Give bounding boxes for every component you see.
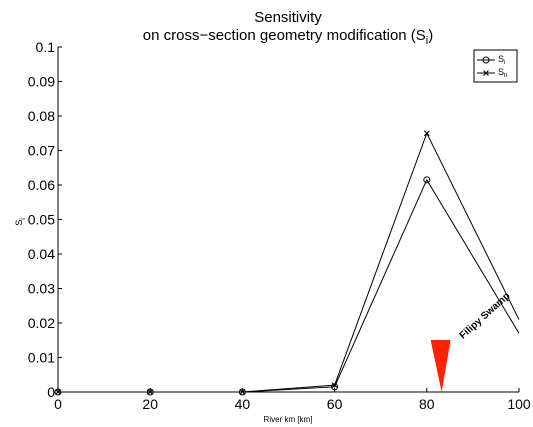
series-1-point-1	[147, 389, 154, 395]
annotation-filipy-swamp: Filipy Swamp	[458, 290, 513, 341]
x-tick-label-1: 20	[142, 396, 158, 412]
y-axis-label: Si	[14, 218, 27, 226]
y-tick-label-5: 0.05	[28, 212, 55, 228]
y-tick-label-8: 0.08	[28, 108, 55, 124]
x-tick-label-3: 60	[327, 396, 343, 412]
y-tick-label-0: 0	[47, 384, 55, 400]
legend-label-si: Si	[498, 54, 505, 66]
plot-area: 0 20 40 60 80 100 0 0.01 0.02 0.03 0.04 0.05 0.06 0.0…	[28, 39, 531, 412]
series-0-point-4	[423, 176, 431, 184]
series-1-point-0	[55, 389, 61, 395]
x-tick-label-4: 80	[419, 396, 435, 412]
y-tick-label-10: 0.1	[36, 39, 56, 55]
legend: Si Sti	[473, 49, 518, 83]
y-tick-label-9: 0.09	[28, 74, 55, 90]
chart-title-line2: on cross−section geometry modification (…	[143, 27, 434, 47]
location-marker-triangle	[430, 340, 451, 392]
chart-titles: Sensitivity on cross−section geometry mo…	[143, 9, 434, 47]
legend-entry-sti: Sti	[477, 67, 507, 79]
series-line-0	[58, 178, 520, 393]
y-tick-label-6: 0.06	[28, 177, 55, 193]
chart-title-line1: Sensitivity	[254, 9, 322, 26]
x-axis-label: River km [km]	[264, 415, 313, 424]
y-tick-label-3: 0.03	[28, 281, 55, 297]
legend-label-sti: Sti	[498, 67, 507, 79]
x-tick-label-2: 40	[235, 396, 251, 412]
legend-entry-si: Si	[477, 54, 505, 66]
series-1-point-3	[331, 382, 338, 388]
y-tick-label-7: 0.07	[28, 143, 55, 159]
legend-marker-x	[483, 70, 489, 76]
series-1-point-4	[423, 130, 430, 137]
series-1-point-2	[239, 389, 246, 395]
series-line-1	[58, 131, 520, 393]
y-tick-label-4: 0.04	[28, 246, 55, 262]
x-tick-label-5: 100	[507, 396, 531, 412]
legend-box	[473, 49, 518, 83]
x-tick-label-0: 0	[54, 396, 62, 412]
y-tick-label-1: 0.01	[28, 350, 55, 366]
y-tick-label-2: 0.02	[28, 315, 55, 331]
legend-marker-circle	[482, 56, 490, 64]
